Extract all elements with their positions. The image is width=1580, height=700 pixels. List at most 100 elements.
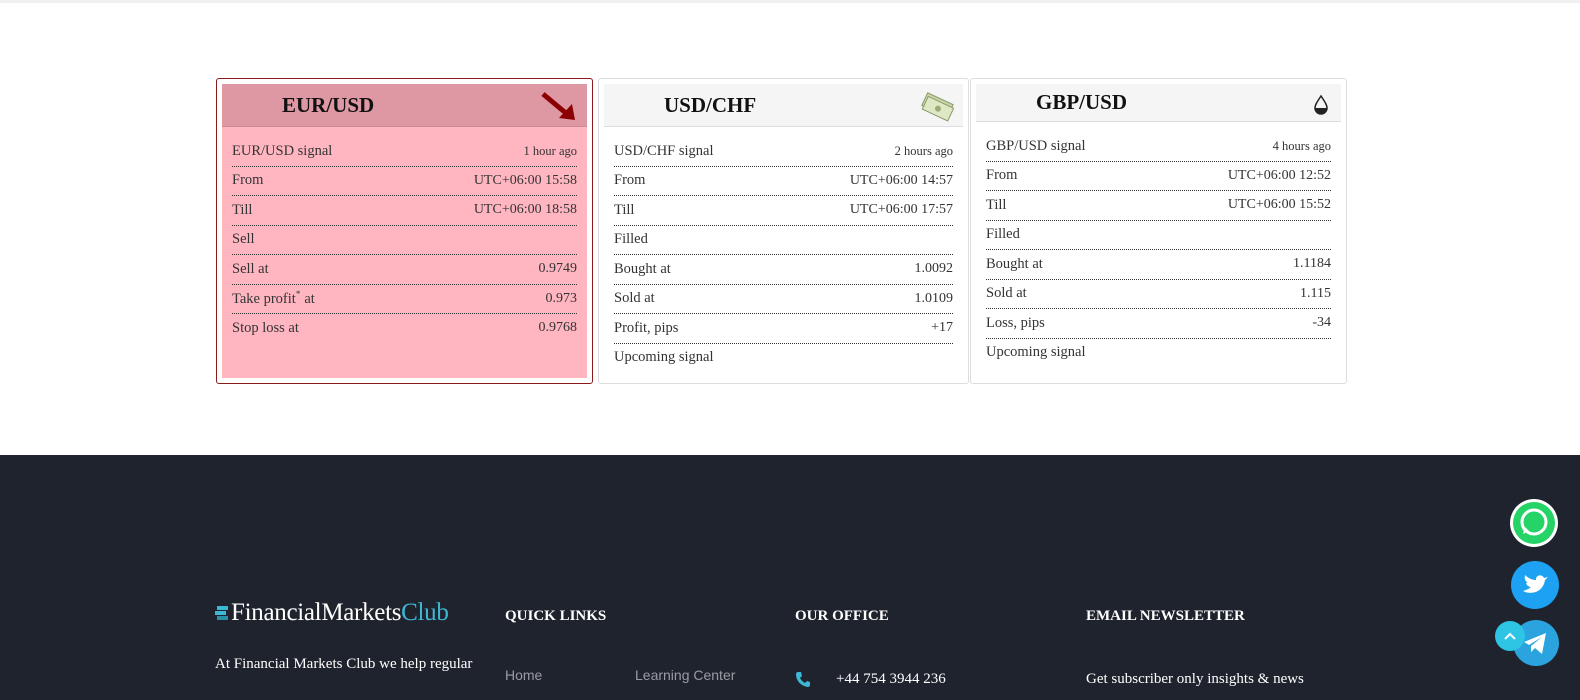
footer-link[interactable]: Home [505,667,543,683]
money-icon [921,92,955,122]
signal-row: Upcoming signal [986,339,1331,368]
card-header: GBP/USD [976,84,1341,122]
row-label-group: From [614,172,645,189]
signal-row: Stop loss at 0.9768 [232,314,577,343]
row-value: UTC+06:00 15:58 [473,172,577,188]
row-label-group: Stop loss at [232,320,299,337]
row-value: 4 hours ago [1272,138,1331,153]
signal-row: From UTC+06:00 15:58 [232,167,577,196]
row-label: EUR/USD signal [232,142,333,159]
footer: FinancialMarketsClub At Financial Market… [0,455,1580,700]
signal-row: Bought at 1.1184 [986,250,1331,280]
row-label-group: Sold at [614,290,655,307]
row-label-group: Sold at [986,285,1027,302]
row-label: Till [986,196,1007,213]
row-value: UTC+06:00 17:57 [849,202,953,218]
signal-rows: EUR/USD signal 1 hour ago From UTC+06:00 15… [222,127,587,343]
row-value: -34 [1312,315,1331,331]
newsletter-text: Get subscriber only insights & news [1086,671,1304,687]
signal-row: From UTC+06:00 14:57 [614,167,953,196]
row-label-group: Till [614,202,634,219]
row-label-group: EUR/USD signal [232,143,332,160]
row-label-group: Bought at [614,261,671,278]
row-value: 1.0092 [914,261,954,277]
row-value: 1.115 [1300,285,1331,301]
signal-card: GBP/USD GBP/USD signal 4 hours ago From UTC… [970,78,1347,384]
row-label-group: Upcoming signal [614,349,713,366]
row-value: 1.0109 [914,290,954,306]
twitter-button[interactable] [1510,560,1560,610]
row-label: Bought at [986,255,1043,272]
telegram-button[interactable] [1494,618,1562,668]
signal-row: Sold at 1.115 [986,280,1331,309]
signal-row: EUR/USD signal 1 hour ago [232,137,577,167]
row-label-group: Filled [986,226,1020,243]
row-label: Till [232,201,253,218]
row-label: Filled [614,231,648,248]
signal-row: USD/CHF signal 2 hours ago [614,137,953,167]
signal-row: Upcoming signal [614,344,953,373]
row-label-group: Upcoming signal [986,344,1085,361]
section-heading: QUICK LINKS [505,608,607,624]
signal-card: USD/CHF USD/CHF signal 2 hours ago From UTC… [598,78,969,384]
drop-icon [1314,94,1328,115]
row-label: Upcoming signal [986,344,1086,361]
signal-rows: GBP/USD signal 4 hours ago From UTC+06:00 1… [976,122,1341,367]
phone-icon [796,672,810,687]
signal-rows: USD/CHF signal 2 hours ago From UTC+06:00 1… [604,127,963,372]
row-label-group: Bought at [986,256,1043,273]
row-value: 1.1184 [1293,256,1331,272]
whatsapp-button[interactable] [1508,497,1560,549]
row-label: Till [614,201,635,218]
card-header: USD/CHF [604,84,963,127]
row-label: Bought at [614,260,671,277]
row-label: Sell at [232,260,269,277]
row-label-group: From [232,172,263,189]
row-label-group: From [986,167,1017,184]
row-label-group: Take profit* at [232,289,315,308]
row-label-group: GBP/USD signal [986,138,1086,155]
signal-row: Sell at 0.9749 [232,255,577,285]
signal-row: Sell [232,226,577,255]
row-value: UTC+06:00 18:58 [473,202,577,218]
row-label: GBP/USD signal [986,137,1086,154]
row-label: Sell [232,231,255,248]
footer-link[interactable]: Learning Center [635,667,736,683]
card-header: EUR/USD [222,84,587,127]
row-value: +17 [931,320,953,336]
row-value: 0.9768 [538,320,578,336]
row-label: Sold at [986,285,1027,302]
row-value: 1 hour ago [523,143,577,158]
row-value: UTC+06:00 15:52 [1227,197,1331,213]
logo-accent: Club [401,599,449,626]
section-heading: EMAIL NEWSLETTER [1086,608,1245,624]
row-label-end: at [304,291,315,308]
logo-icon [215,606,228,620]
row-value: UTC+06:00 14:57 [849,172,953,188]
pair-title: USD/CHF [664,93,757,117]
signal-row: Filled [986,221,1331,250]
top-border [0,0,1580,3]
row-value: 0.973 [545,290,578,306]
section-heading: OUR OFFICE [795,608,889,624]
footnote-mark: * [295,289,301,300]
row-label: USD/CHF signal [614,142,714,159]
signal-row: Sold at 1.0109 [614,285,954,314]
logo[interactable]: FinancialMarketsClub [215,599,449,627]
sell-arrow-icon [541,92,575,120]
signal-row: Till UTC+06:00 17:57 [614,196,953,226]
signal-row: Bought at 1.0092 [614,255,953,285]
signal-card: EUR/USD EUR/USD signal 1 hour ago From UTC+… [216,78,593,384]
signal-row: Profit, pips +17 [614,314,953,344]
row-label-group: Profit, pips [614,320,678,337]
row-label: Filled [986,226,1020,243]
signal-row: Filled [614,226,953,255]
row-value: 0.9749 [538,261,578,277]
row-label: From [232,172,264,189]
row-value: 2 hours ago [894,143,953,158]
row-label: Upcoming signal [614,349,714,366]
phone-number: +44 754 3944 236 [836,671,946,687]
row-label-group: Till [986,197,1006,214]
pair-title: GBP/USD [1036,90,1128,114]
